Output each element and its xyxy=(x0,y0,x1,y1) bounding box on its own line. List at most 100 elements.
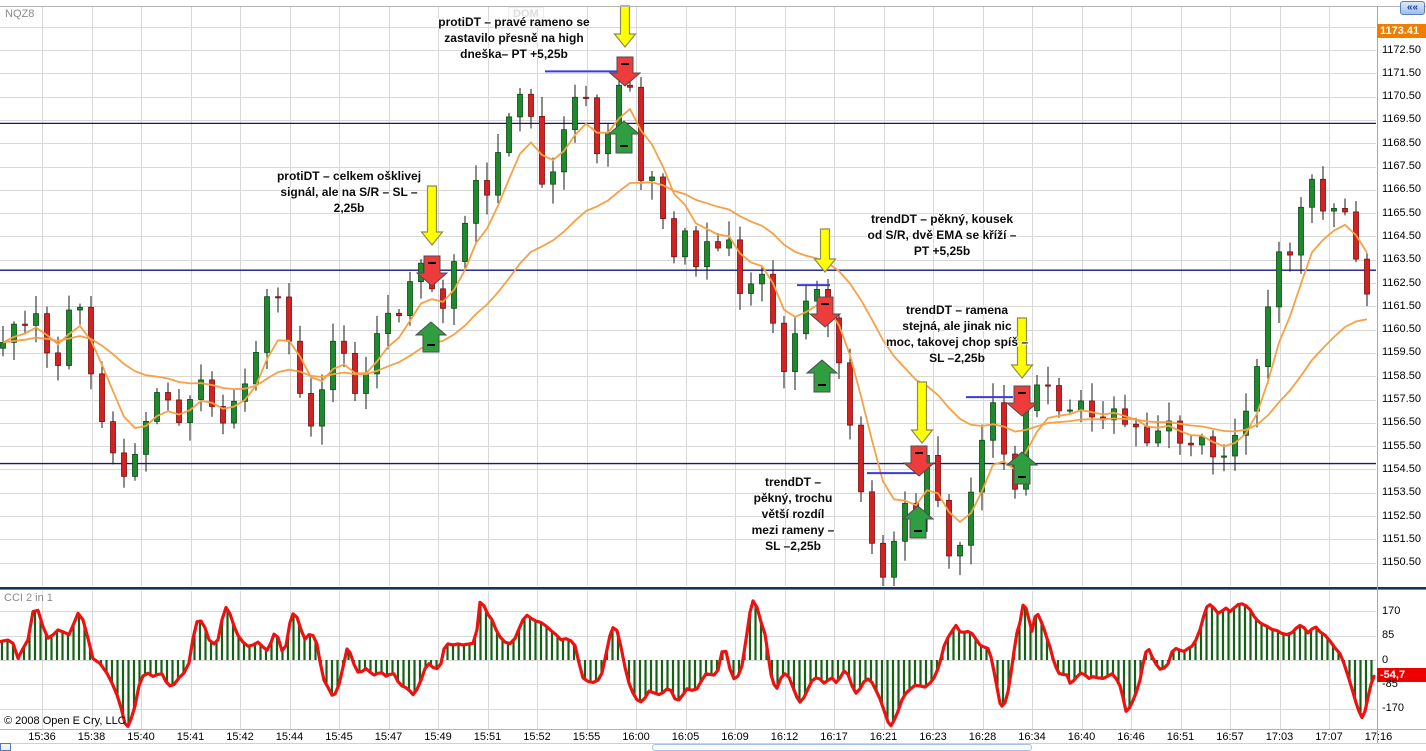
price-axis-label: 1155.50 xyxy=(1382,439,1421,452)
candle-down xyxy=(737,239,743,294)
price-axis-label: 1164.50 xyxy=(1382,229,1421,242)
candle-down xyxy=(660,176,666,220)
trade-annotation: protiDT – celkem ošklivej signál, ale na … xyxy=(277,168,421,216)
candle-up xyxy=(1078,400,1084,411)
candle-up xyxy=(1243,410,1249,436)
candle-up xyxy=(1221,455,1227,458)
candle-down xyxy=(594,97,600,155)
candle-up xyxy=(891,540,897,578)
candle-up xyxy=(77,306,83,311)
time-axis-label: 15:40 xyxy=(127,731,155,743)
price-axis-label: 1165.50 xyxy=(1382,206,1421,219)
scroll-corner-box[interactable] xyxy=(0,743,11,751)
candle-down xyxy=(858,424,864,493)
exit-arrow-green xyxy=(901,505,935,539)
time-axis-label: 16:00 xyxy=(622,731,650,743)
collapse-panel-button[interactable]: «« xyxy=(1400,1,1425,15)
entry-arrow-red xyxy=(902,445,936,477)
candle-up xyxy=(1331,208,1337,212)
candle-down xyxy=(99,373,105,423)
candle-down xyxy=(1188,442,1194,446)
time-axis-label: 15:55 xyxy=(572,731,601,743)
price-axis-label: 1168.50 xyxy=(1382,136,1421,149)
candle-up xyxy=(143,421,149,455)
trade-annotation-line: pěkný, trochu xyxy=(753,491,833,505)
entry-arrow-red xyxy=(415,255,449,287)
time-axis-label: 15:52 xyxy=(523,731,551,743)
exit-arrow-green xyxy=(1005,451,1039,485)
candle-down xyxy=(869,491,875,544)
candle-up xyxy=(1309,178,1315,208)
candle-down xyxy=(341,340,347,354)
time-axis-label: 16:51 xyxy=(1166,731,1195,743)
candle-up xyxy=(132,453,138,477)
candle-up xyxy=(462,222,468,262)
price-axis-label: 1150.50 xyxy=(1382,556,1421,569)
price-axis-label: 1151.50 xyxy=(1382,532,1421,545)
candle-up xyxy=(363,373,369,394)
candle-down xyxy=(110,421,116,454)
trade-annotation-line: větší rozdíl xyxy=(761,507,825,521)
ema-lines xyxy=(2,107,1368,524)
candle-down xyxy=(1320,178,1326,212)
candle-down xyxy=(121,452,127,477)
candle-down xyxy=(880,542,886,578)
candle-up xyxy=(407,281,413,317)
candle-up xyxy=(550,171,556,185)
entry-arrow-red xyxy=(808,296,842,328)
exit-arrow-green xyxy=(414,321,448,353)
time-axis-label: 15:44 xyxy=(275,731,304,743)
candle-up xyxy=(1232,434,1238,457)
candle-up xyxy=(1298,206,1304,256)
candle-up xyxy=(198,379,204,400)
candle-up xyxy=(374,333,380,375)
candle-down xyxy=(484,180,490,196)
cci-value-badge: -54,7 xyxy=(1377,668,1426,682)
candle-down xyxy=(286,296,292,342)
time-axis-label: 16:12 xyxy=(770,731,799,743)
signal-arrow-yellow xyxy=(613,5,637,48)
time-axis-label: 16:46 xyxy=(1117,731,1145,743)
price-axis-label: 1167.50 xyxy=(1382,160,1421,172)
trade-annotation-line: stejná, ale jinak nic xyxy=(902,319,1012,333)
price-axis-label: 1170.50 xyxy=(1382,90,1421,103)
candle-up xyxy=(154,392,160,422)
candle-up xyxy=(990,402,996,441)
candle-down xyxy=(297,340,303,394)
price-axis-label: 1169.50 xyxy=(1382,113,1421,126)
price-axis-label: 1156.50 xyxy=(1382,416,1421,429)
horizontal-scrollbar-thumb[interactable] xyxy=(652,744,1032,751)
candle-up xyxy=(957,544,963,557)
trade-annotation-line: PT +5,25b xyxy=(913,244,971,258)
candle-down xyxy=(671,218,677,258)
candle-down xyxy=(781,322,787,372)
trade-annotation-line: zastavilo přesně na high xyxy=(444,31,584,45)
candle-up xyxy=(1199,436,1205,446)
price-axis-label: 1154.50 xyxy=(1382,462,1421,475)
candle-down xyxy=(836,317,842,364)
candle-down xyxy=(693,230,699,268)
time-axis-label: 16:34 xyxy=(1018,731,1046,743)
sr-lines xyxy=(0,122,1376,465)
price-axis-label: 1157.50 xyxy=(1382,393,1421,405)
candle-down xyxy=(22,323,28,326)
price-axis-label: 1153.50 xyxy=(1382,486,1421,499)
candle-down xyxy=(935,455,941,501)
trade-annotation: trendDT – pěkný, kousek od S/R, dvě EMA s… xyxy=(868,211,1017,259)
candle-down xyxy=(1342,208,1348,213)
trade-annotation: trendDT – pěkný, trochu větší rozdíl mezi r… xyxy=(752,474,835,554)
candle-down xyxy=(440,288,446,309)
candle-up xyxy=(726,239,732,249)
candle-down xyxy=(396,312,402,317)
candle-up xyxy=(902,502,908,542)
time-axis-label: 16:40 xyxy=(1067,731,1096,743)
exit-arrow-green xyxy=(607,120,641,154)
candle-down xyxy=(1045,384,1051,387)
cci-axis-label: -170 xyxy=(1382,702,1405,715)
candle-down xyxy=(275,296,281,299)
ema-fast xyxy=(2,107,1368,524)
panel-separator xyxy=(0,587,1426,590)
candle-up xyxy=(792,333,798,372)
trade-annotation-line: SL –2,25b xyxy=(765,539,821,553)
